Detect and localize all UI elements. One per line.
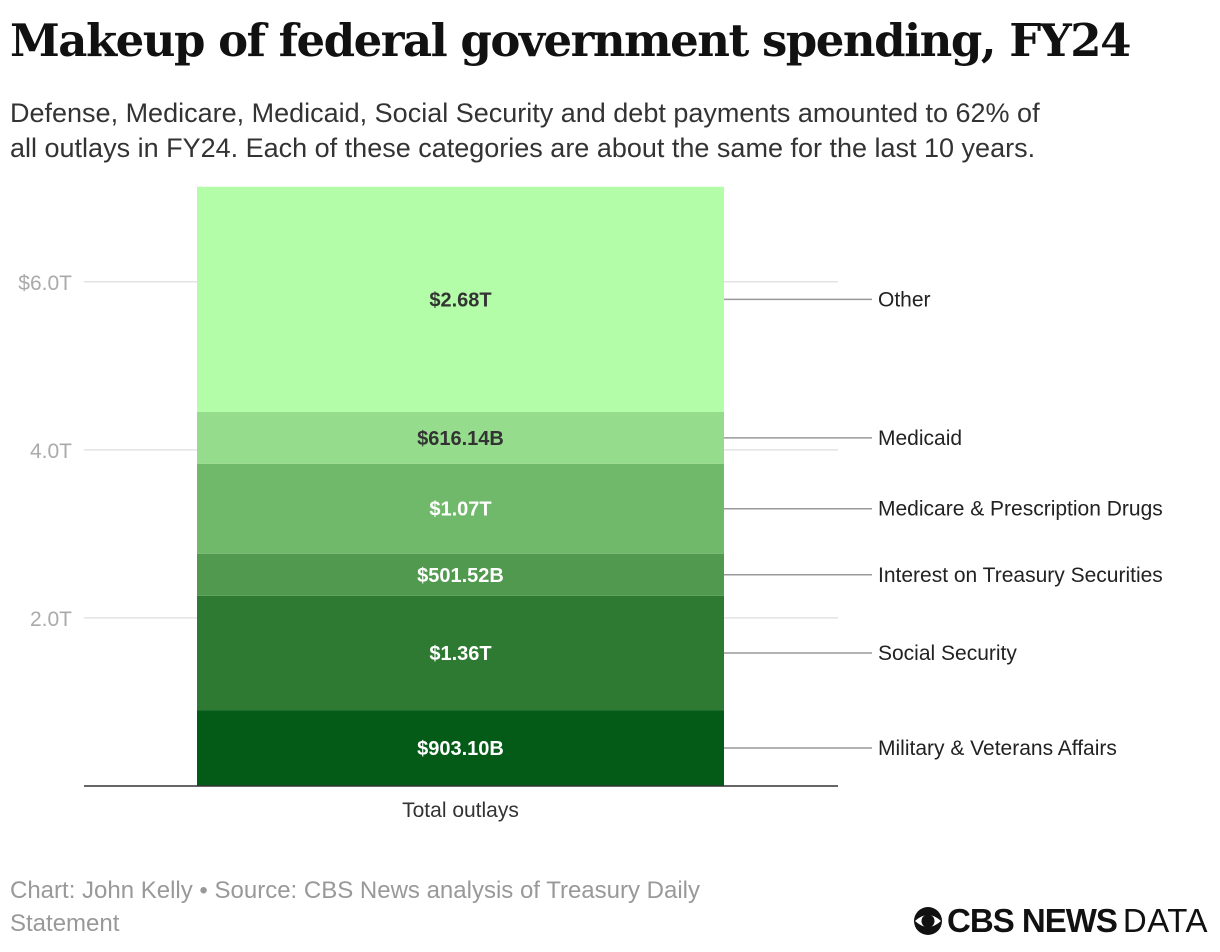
y-tick-label: 2.0T <box>30 608 72 631</box>
chart-subtitle: Defense, Medicare, Medicaid, Social Secu… <box>10 96 1215 166</box>
data-label: $501.52B <box>417 565 504 587</box>
x-category-label: Total outlays <box>402 799 519 822</box>
series-label: Military & Veterans Affairs <box>878 737 1117 760</box>
series-label: Other <box>878 288 931 311</box>
stacked-bar-chart: 2.0T 4.0T $6.0T $903.10B Military & Veterans… <box>18 186 1163 822</box>
bar-segment <box>197 553 724 596</box>
bar-segment <box>197 411 724 464</box>
y-tick-label: $6.0T <box>18 272 72 295</box>
bar-segment <box>197 595 724 711</box>
footer-line-2: Statement <box>10 910 120 937</box>
bar-segment <box>197 186 724 412</box>
logo-brand: CBS NEWS <box>947 902 1118 939</box>
logo-suffix: DATA <box>1122 902 1208 939</box>
footer-line-1: Chart: John Kelly • Source: CBS News ana… <box>10 877 700 904</box>
data-label: $2.68T <box>429 289 491 311</box>
subtitle-line-1: Defense, Medicare, Medicaid, Social Secu… <box>10 98 1040 128</box>
subtitle-line-2: all outlays in FY24. Each of these categ… <box>10 133 1036 163</box>
bar-segment <box>197 463 724 554</box>
chart-footer: Chart: John Kelly • Source: CBS News ana… <box>10 874 810 940</box>
series-label: Medicaid <box>878 427 962 450</box>
data-label: $903.10B <box>417 738 504 760</box>
data-label: $616.14B <box>417 428 504 450</box>
chart-title: Makeup of federal government spending, F… <box>10 14 1131 67</box>
data-label: $1.07T <box>429 499 491 521</box>
cbs-news-data-logo: CBS NEWS DATA <box>913 902 1208 940</box>
series-label: Medicare & Prescription Drugs <box>878 498 1163 521</box>
series-label: Social Security <box>878 642 1017 665</box>
cbs-eye-icon <box>914 907 943 935</box>
series-label: Interest on Treasury Securities <box>878 564 1163 587</box>
y-tick-label: 4.0T <box>30 440 72 463</box>
data-label: $1.36T <box>429 643 491 665</box>
bar-segment <box>197 710 724 786</box>
